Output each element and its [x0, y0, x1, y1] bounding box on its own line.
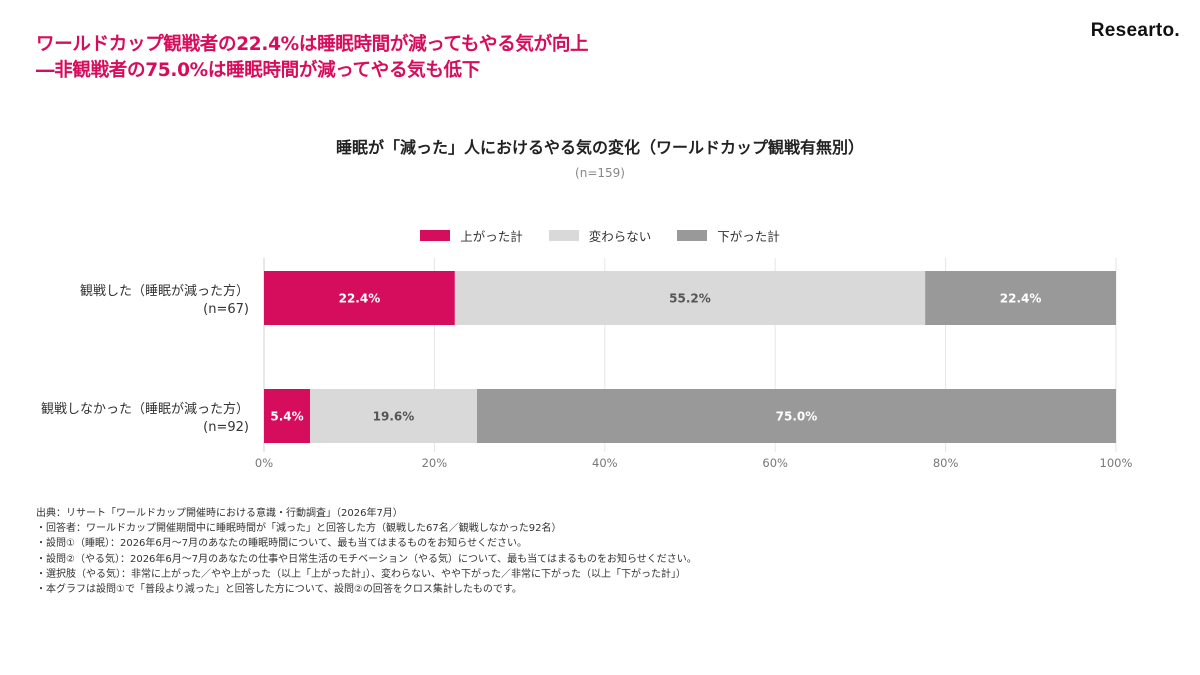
footnote-respondents: ・回答者：ワールドカップ開催期間中に睡眠時間が「減った」と回答した方（観戦した6…	[36, 523, 562, 535]
x-tick-label-60: 60%	[762, 456, 788, 470]
legend-swatch-same	[548, 230, 579, 241]
data-label-1-2: 75.0%	[776, 410, 818, 424]
legend-label-up: 上がった計	[460, 229, 523, 244]
bar-segment-1-0	[264, 389, 311, 443]
legend-swatch-down	[677, 230, 708, 241]
data-label-0-2: 22.4%	[1000, 292, 1042, 306]
category-label-1: 観戦しなかった（睡眠が減った方）	[41, 401, 249, 417]
headline-line-1: ワールドカップ観戦者の22.4%は睡眠時間が減ってもやる気が向上	[36, 34, 589, 55]
legend-item-up: 上がった計	[420, 226, 523, 245]
bar-segment-0-1	[454, 271, 926, 325]
footnote-question-2: ・設問②（やる気）：2026年6月〜7月のあなたの仕事や日常生活のモチベーション…	[36, 553, 697, 565]
category-n-1: (n=92)	[203, 420, 249, 435]
bar-segment-0-0	[264, 271, 455, 325]
category-n-0: (n=67)	[203, 302, 249, 317]
brand-logo: Researto.	[1090, 20, 1180, 41]
legend-label-down: 下がった計	[717, 229, 780, 244]
legend-label-same: 変わらない	[588, 229, 652, 244]
category-label-0: 観戦した（睡眠が減った方）	[80, 283, 249, 299]
data-label-1-0: 5.4%	[270, 410, 303, 424]
bar-segment-0-2	[925, 271, 1116, 325]
data-label-1-1: 19.6%	[373, 410, 415, 424]
footnotes: 出典：リサート「ワールドカップ開催時における意識・行動調査」（2026年7月） …	[36, 506, 697, 597]
chart-title: 睡眠が「減った」人におけるやる気の変化（ワールドカップ観戦有無別）	[335, 138, 864, 157]
x-tick-label-0: 0%	[255, 456, 273, 470]
headline-line-2: ―非観戦者の75.0%は睡眠時間が減ってやる気も低下	[36, 60, 480, 81]
x-tick-label-100: 100%	[1100, 456, 1133, 470]
footnote-method: ・本グラフは設問①で「普段より減った」と回答した方について、設問②の回答をクロス…	[36, 584, 522, 596]
headline: ワールドカップ観戦者の22.4%は睡眠時間が減ってもやる気が向上 ―非観戦者の7…	[36, 32, 589, 84]
stacked-bar-chart: 0% 20% 40% 60% 80% 100% 22.4% 55.2% 22.4% 観戦した（睡眠…	[41, 258, 1133, 470]
data-label-0-0: 22.4%	[339, 292, 381, 306]
x-tick-label-40: 40%	[592, 456, 618, 470]
legend-item-same: 変わらない	[548, 226, 652, 245]
footnote-choices: ・選択肢（やる気）：非常に上がった／やや上がった（以上「上がった計」）、変わらな…	[36, 568, 686, 580]
legend-item-down: 下がった計	[677, 226, 780, 245]
x-tick-label-80: 80%	[933, 456, 959, 470]
footnote-source: 出典：リサート「ワールドカップ開催時における意識・行動調査」（2026年7月）	[36, 508, 403, 519]
x-tick-label-20: 20%	[422, 456, 448, 470]
chart-legend: 上がった計 変わらない 下がった計	[0, 226, 1200, 245]
bar-segment-1-2	[477, 389, 1116, 443]
bar-segment-1-1	[310, 389, 477, 443]
chart-subtitle: (n=159)	[575, 166, 625, 180]
legend-swatch-up	[420, 230, 451, 241]
footnote-question-1: ・設問①（睡眠）：2026年6月〜7月のあなたの睡眠時間について、最も当てはまる…	[36, 538, 527, 550]
data-label-0-1: 55.2%	[669, 292, 711, 306]
